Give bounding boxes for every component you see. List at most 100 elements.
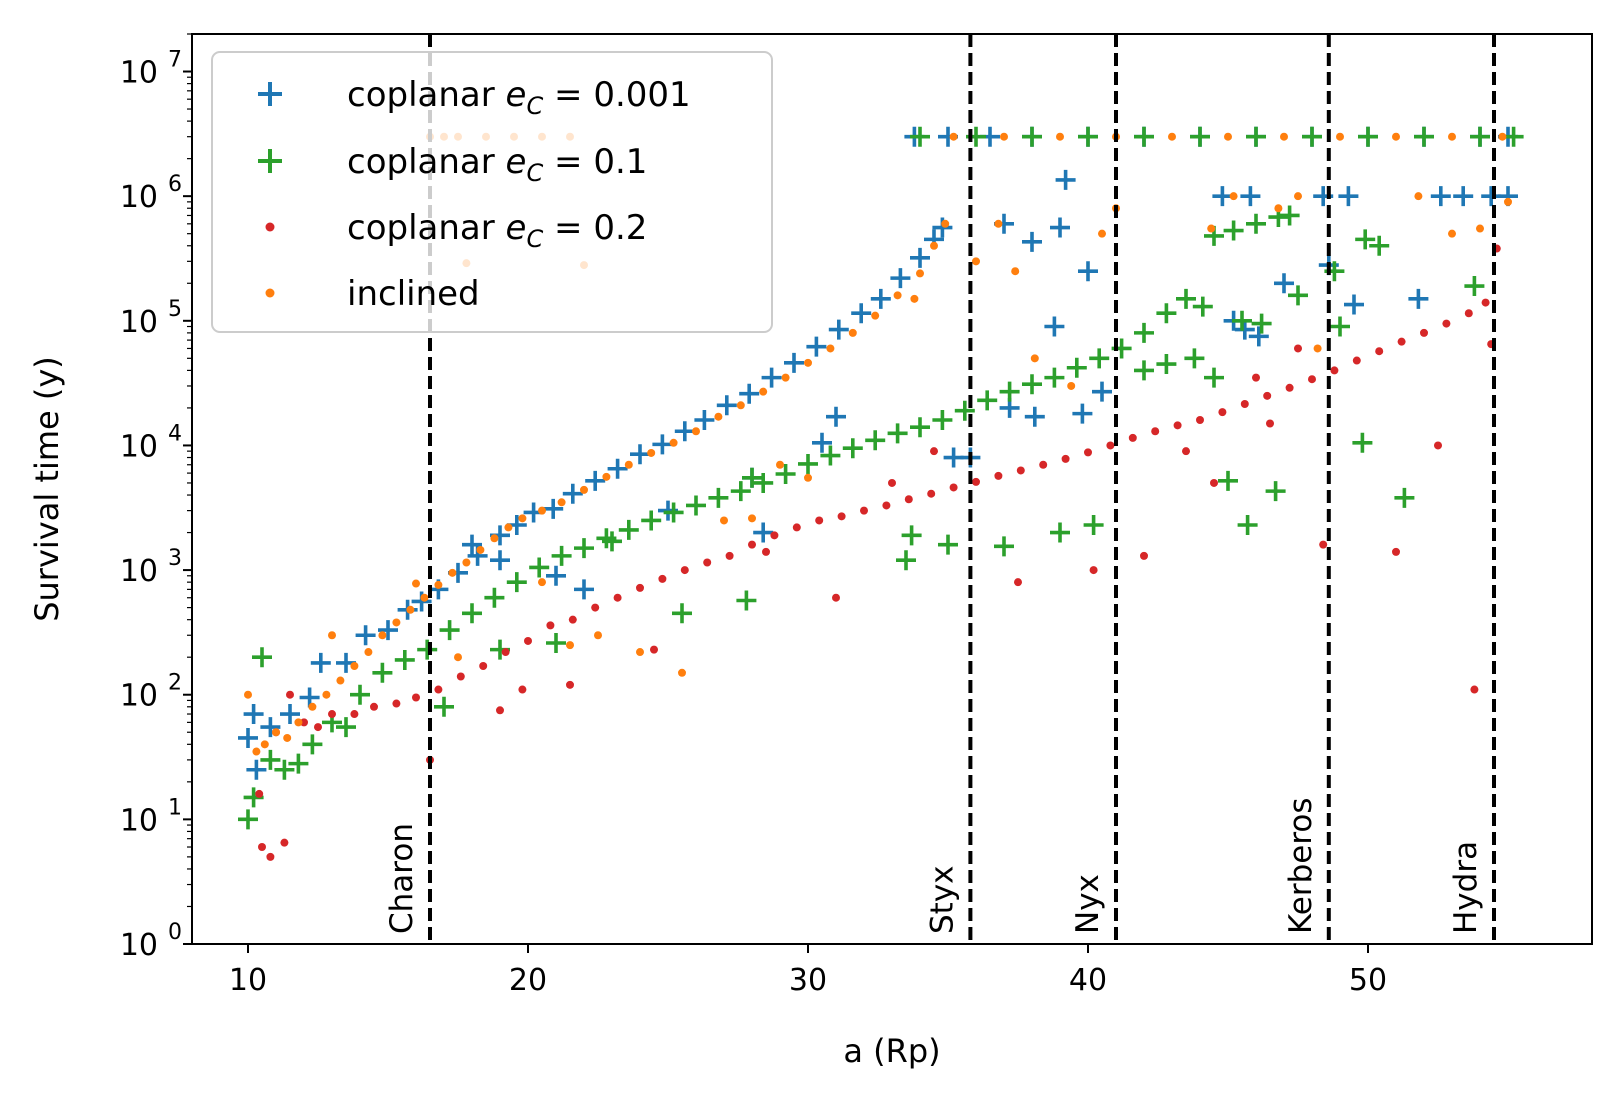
data-point <box>411 591 432 612</box>
data-point <box>246 759 267 780</box>
data-point <box>887 423 908 444</box>
data-point <box>551 545 572 566</box>
data-point <box>308 702 317 711</box>
y-axis-label: Survival time (y) <box>28 356 66 622</box>
data-point <box>490 534 499 543</box>
data-point <box>1151 427 1160 436</box>
data-point <box>848 328 857 337</box>
data-point <box>930 241 938 250</box>
data-point <box>776 460 784 469</box>
data-point <box>1240 186 1261 207</box>
data-point <box>557 498 566 507</box>
data-point <box>1218 408 1227 417</box>
data-point <box>630 444 650 465</box>
y-axis: 10 0 10 1 10 2 10 3 10 4 10 5 10 6 10 7 <box>120 33 192 963</box>
legend-marker-0 <box>258 82 282 106</box>
x-axis: 10 20 30 40 50 <box>229 944 1387 998</box>
data-point <box>456 672 465 681</box>
data-point <box>842 438 863 459</box>
data-point <box>1358 126 1378 147</box>
legend: coplanar eC = 0.001 coplanar eC = 0.1 copl… <box>211 51 773 333</box>
data-point <box>1274 273 1294 294</box>
data-point <box>904 495 913 504</box>
data-point <box>283 733 292 742</box>
data-point <box>1134 322 1154 343</box>
data-point <box>336 676 345 685</box>
data-point <box>1182 447 1190 456</box>
x-tick-label-40: 40 <box>1069 963 1107 998</box>
data-point <box>1022 126 1042 147</box>
data-point <box>1330 316 1350 337</box>
data-point <box>462 534 482 555</box>
data-point <box>658 574 667 583</box>
data-point <box>837 512 846 521</box>
data-point <box>1089 348 1110 369</box>
data-point <box>703 558 712 567</box>
y-tick-exponent-4: 4 <box>168 421 182 446</box>
data-point <box>1055 169 1076 190</box>
data-point <box>932 217 953 238</box>
data-point <box>910 294 919 303</box>
y-tick-label-10e6: 10 <box>120 180 158 215</box>
data-point <box>412 693 420 702</box>
data-point <box>1338 186 1359 207</box>
data-point <box>378 631 387 640</box>
data-point <box>454 653 462 662</box>
data-point <box>672 603 692 624</box>
data-point <box>260 717 281 738</box>
data-point <box>761 367 782 388</box>
data-point <box>893 291 902 300</box>
data-point <box>708 487 729 508</box>
data-point <box>860 506 868 515</box>
data-point <box>448 568 457 577</box>
data-point <box>602 531 622 552</box>
data-point <box>730 481 751 502</box>
data-point <box>1408 288 1429 309</box>
data-point <box>585 470 606 491</box>
data-point <box>258 843 266 852</box>
data-point <box>434 580 443 589</box>
data-point <box>286 690 294 699</box>
data-point <box>753 472 774 493</box>
data-point <box>692 427 700 436</box>
data-point <box>977 390 998 411</box>
data-point <box>1128 433 1137 442</box>
data-point <box>574 579 594 600</box>
data-point <box>739 383 760 404</box>
data-point <box>529 557 550 578</box>
moon-reference-lines: Charon Styx Nyx Kerberos Hydra <box>384 34 1496 944</box>
data-point <box>607 458 628 479</box>
data-point <box>686 495 706 516</box>
data-point <box>694 409 715 430</box>
data-point <box>260 749 281 770</box>
data-point <box>938 534 958 555</box>
data-point <box>602 472 611 481</box>
data-point <box>716 395 737 416</box>
data-point <box>538 578 546 587</box>
data-point <box>647 448 656 457</box>
data-point <box>748 540 756 549</box>
data-point <box>1375 347 1384 356</box>
data-point <box>1313 344 1322 353</box>
data-point <box>1234 319 1255 340</box>
y-tick-label-10e4: 10 <box>120 429 158 464</box>
series-2-points <box>255 244 1501 861</box>
data-point <box>890 268 911 289</box>
data-point <box>1000 132 1008 141</box>
x-tick-label-10: 10 <box>229 963 267 998</box>
data-point <box>1050 522 1070 543</box>
data-point <box>504 523 513 532</box>
data-point <box>815 516 824 525</box>
data-point <box>720 516 728 525</box>
data-point <box>972 477 980 486</box>
data-point <box>770 531 779 540</box>
data-point <box>1453 186 1474 207</box>
data-point <box>994 471 1003 480</box>
data-point <box>954 400 975 421</box>
data-point <box>1196 415 1204 424</box>
legend-label-1: coplanar eC = 0.1 <box>347 142 647 187</box>
data-point <box>1319 540 1328 549</box>
data-point <box>762 547 770 556</box>
data-point <box>1240 400 1249 409</box>
data-point <box>792 523 801 532</box>
